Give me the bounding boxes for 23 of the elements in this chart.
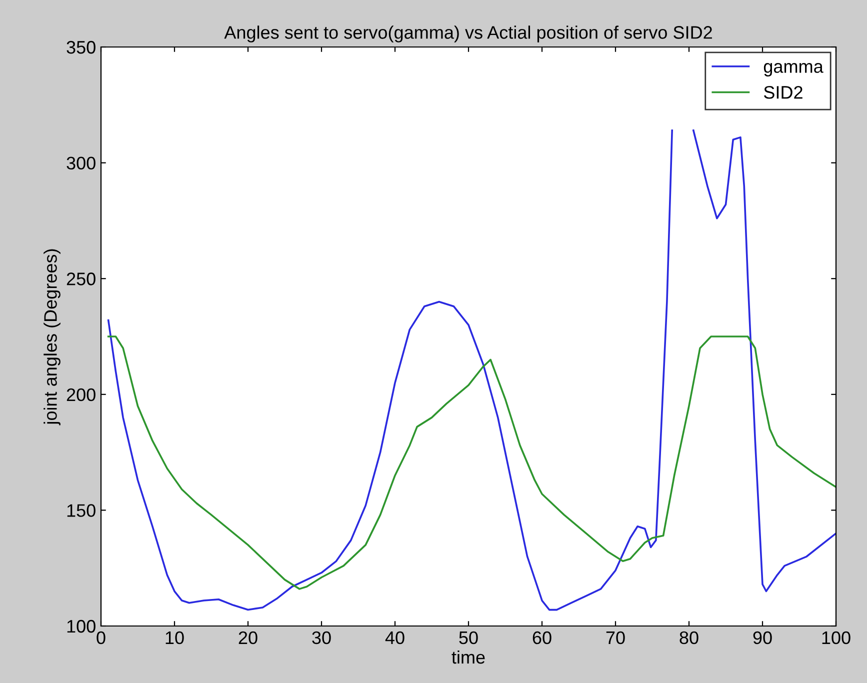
x-tick-label: 10	[166, 631, 184, 644]
y-tick-label: 150	[67, 504, 96, 517]
y-tick-label: 200	[66, 388, 96, 402]
y-tick-label: 100	[67, 620, 96, 633]
y-tick-label: 350	[66, 40, 96, 54]
x-axis-title: time	[452, 650, 485, 664]
x-tick-label: 20	[238, 631, 258, 644]
y-tick-label: 250	[66, 272, 96, 286]
x-tick-label: 70	[606, 631, 625, 644]
chart-title: Angles sent to servo(gamma) vs Actial position of servo SID2	[224, 26, 712, 42]
x-tick-label: 30	[312, 631, 331, 644]
x-tick-label: 50	[459, 631, 478, 644]
x-tick-label: 90	[753, 631, 772, 644]
line-series	[107, 336, 836, 590]
legend-label: gamma	[764, 63, 824, 76]
y-tick-label: 300	[66, 156, 96, 170]
legend-label: SID2	[764, 86, 802, 99]
y-axis-title: joint angles (Degrees)	[44, 249, 60, 426]
x-tick-label: 0	[96, 631, 106, 644]
x-tick-label: 80	[680, 631, 698, 644]
x-tick-label: 100	[822, 631, 850, 644]
x-tick-label: 60	[532, 631, 552, 644]
x-tick-label: 40	[385, 631, 404, 644]
